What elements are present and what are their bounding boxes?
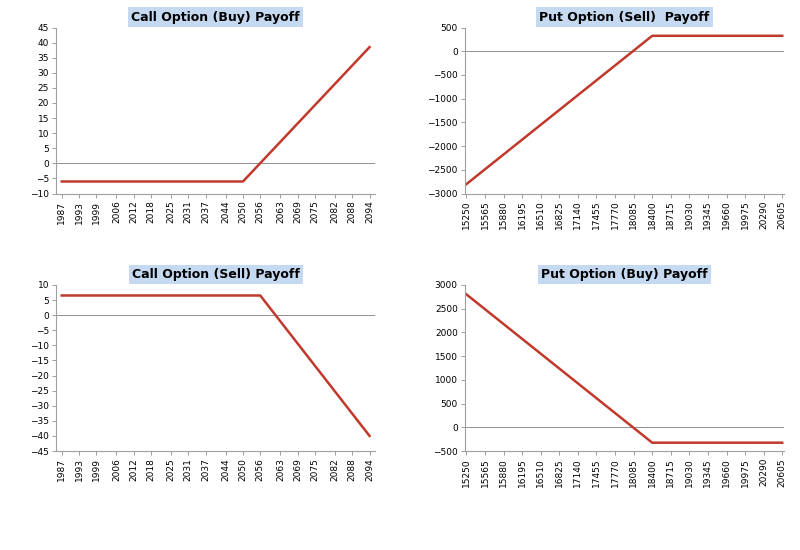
Title: Call Option (Buy) Payoff: Call Option (Buy) Payoff [131,10,300,24]
Title: Call Option (Sell) Payoff: Call Option (Sell) Payoff [132,268,299,281]
Title: Put Option (Sell)  Payoff: Put Option (Sell) Payoff [539,10,710,24]
Title: Put Option (Buy) Payoff: Put Option (Buy) Payoff [541,268,708,281]
